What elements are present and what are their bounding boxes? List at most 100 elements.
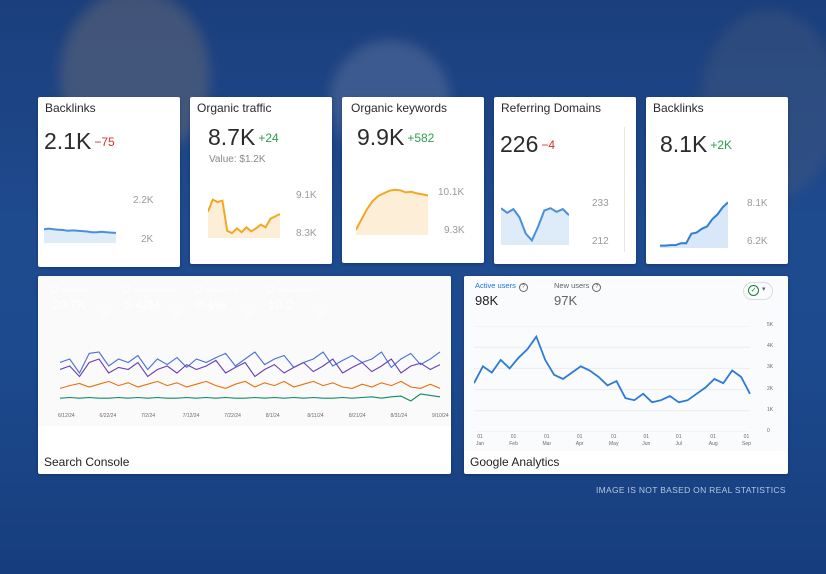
tile-value: 20.7K <box>52 297 86 312</box>
card-caption: Search Console <box>44 455 130 469</box>
metric-label-new-users[interactable]: New users? <box>554 281 602 292</box>
help-icon: ? <box>518 283 528 292</box>
series-line-3 <box>60 393 440 402</box>
x-tick: 01 Jul <box>676 434 682 448</box>
card-caption: Google Analytics <box>470 455 560 469</box>
y-tick: 3K <box>767 364 774 371</box>
kpi-sparkline <box>356 188 428 235</box>
kpi-delta: +582 <box>407 131 435 145</box>
help-icon: ? <box>173 310 180 317</box>
x-tick: 01 Jan <box>476 434 484 448</box>
metric-value-new-users: 97K <box>554 293 578 308</box>
tile-label: Total clicks <box>60 288 87 294</box>
google-analytics-card: Active users? 98K New users? 97K ✓ ▾ 5K 4… <box>464 276 788 474</box>
kpi-title: Backlinks <box>45 101 96 115</box>
sparkline-line <box>208 198 280 235</box>
date-tick: 8/31/24 <box>390 413 408 419</box>
kpi-card-backlinks[interactable]: Backlinks 2.1K −75 2.2K 2K <box>38 97 180 267</box>
date-tick: 8/11/24 <box>307 413 324 419</box>
help-icon: ? <box>245 310 252 317</box>
sparkline-line <box>660 201 728 247</box>
search-console-card: Total clicks 20.7K ? Total impressions 5… <box>38 276 451 474</box>
x-tick-month: May <box>609 441 619 447</box>
axis-bottom-label: 6.2K <box>747 236 768 247</box>
date-tick: 9/10/24 <box>432 413 449 419</box>
kpi-value: 8.1K +2K <box>660 131 733 157</box>
x-tick: 01 Feb <box>509 434 518 448</box>
kpi-sparkline <box>208 198 280 238</box>
date-tick: 7/22/24 <box>224 413 241 419</box>
kpi-sparkline <box>44 227 116 243</box>
series-line-1 <box>60 358 440 378</box>
x-tick-day: 01 <box>743 434 750 440</box>
series-line-2 <box>60 380 440 389</box>
x-tick: 01 Apr <box>576 434 584 448</box>
kpi-title: Organic keywords <box>351 101 448 115</box>
status-check-dropdown[interactable]: ✓ ▾ <box>743 282 773 300</box>
axis-bottom-label: 8.3K <box>296 228 317 239</box>
caret-down-icon: ▾ <box>762 286 766 293</box>
tile-average-position[interactable]: Average position 10.2 ? <box>258 278 329 321</box>
kpi-title: Organic traffic <box>197 101 272 115</box>
search-console-line-chart <box>60 351 440 402</box>
x-tick-month: Sep <box>742 441 751 447</box>
x-tick-day: 01 <box>477 434 483 440</box>
y-tick: 0 <box>767 428 770 434</box>
axis-bottom-label: 212 <box>592 236 609 247</box>
kpi-title: Referring Domains <box>501 101 602 115</box>
x-tick-month: Jan <box>476 441 485 447</box>
sparkline-area <box>501 208 569 245</box>
kpi-sparkline <box>660 201 728 248</box>
x-tick-day: 01 <box>675 434 682 440</box>
checkbox-icon <box>267 286 274 293</box>
x-tick-month: Mar <box>542 441 552 447</box>
tile-total-impressions[interactable]: Total impressions 5.42M ? <box>114 278 185 321</box>
x-tick-day: 01 <box>610 434 617 440</box>
tile-label: Average CTR <box>204 288 238 294</box>
checkbox-icon <box>195 286 202 293</box>
google-analytics-line-chart <box>474 326 751 432</box>
x-tick: 01 May <box>609 434 618 448</box>
sparkline-line <box>44 227 116 234</box>
axis-bottom-label: 9.3K <box>444 225 465 236</box>
metric-value-active-users: 98K <box>475 293 499 308</box>
kpi-delta: −75 <box>94 135 115 149</box>
kpi-card-organic-traffic[interactable]: Organic traffic 8.7K +24 Value: $1.2K 9.1… <box>190 97 332 264</box>
sparkline-line <box>356 188 428 231</box>
date-tick: 8/21/24 <box>348 413 366 419</box>
kpi-card-backlinks-2[interactable]: Backlinks 8.1K +2K 8.1K 6.2K <box>646 97 788 264</box>
ga-panel <box>464 276 788 451</box>
x-tick-month: Aug <box>708 441 718 447</box>
axis-top-label: 9.1K <box>296 190 317 201</box>
kpi-value: 9.9K +582 <box>357 124 435 150</box>
help-icon: ? <box>592 283 602 292</box>
axis-top-label: 10.1K <box>438 187 465 198</box>
date-tick: 7/12/24 <box>182 413 200 419</box>
date-tick: 7/2/24 <box>141 413 156 419</box>
kpi-delta: −4 <box>541 138 556 152</box>
y-tick: 2K <box>767 385 774 392</box>
tile-label: Average position <box>276 288 317 294</box>
date-tick: 8/1/24 <box>265 413 280 419</box>
date-tick: 6/22/24 <box>99 413 117 419</box>
series-line-0 <box>60 351 440 375</box>
axis-top-label: 2.2K <box>133 195 154 206</box>
x-tick: 01 Jun <box>642 434 650 448</box>
checkbox-icon <box>51 286 58 293</box>
axis-top-label: 233 <box>592 198 609 209</box>
y-tick: 5K <box>767 322 774 328</box>
axis-bottom-label: 2K <box>141 234 154 245</box>
kpi-title: Backlinks <box>653 101 704 115</box>
kpi-card-organic-keywords[interactable]: Organic keywords 9.9K +582 10.1K 9.3K <box>342 97 484 263</box>
tile-value: 10.2 <box>268 297 294 312</box>
tile-average-ctr[interactable]: Average CTR 0.4% ? <box>186 278 257 321</box>
metric-label-active-users[interactable]: Active users? <box>475 281 528 292</box>
x-tick-month: Jul <box>675 441 682 447</box>
kpi-value: 2.1K −75 <box>44 128 115 154</box>
kpi-card-referring-domains[interactable]: Referring Domains 226 −4 233 212 <box>494 97 636 264</box>
help-icon: ? <box>317 310 324 317</box>
x-tick: 01 Mar <box>543 434 552 448</box>
active-users-line <box>474 334 751 404</box>
checkbox-icon <box>123 286 130 293</box>
tile-total-clicks[interactable]: Total clicks 20.7K ? <box>42 278 113 321</box>
